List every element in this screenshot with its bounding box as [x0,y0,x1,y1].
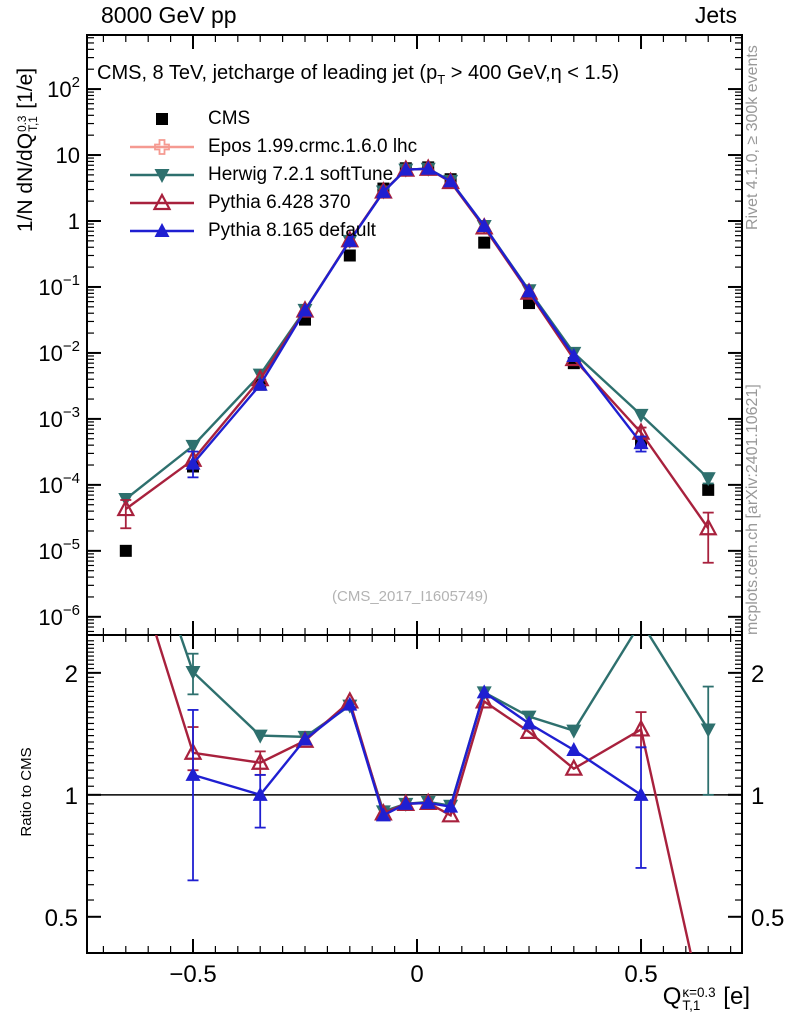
x-axis-title-supsub: κ=0.3 T,1 [682,985,716,1014]
ratio-axis-title: Ratio to CMS [18,747,35,837]
x-axis-title-sub: T,1 [682,998,701,1014]
x-axis-title-suffix: [e] [716,983,750,1010]
legend-label: Pythia 6.428 370 [208,192,351,213]
pythia6-marker-icon [130,192,194,211]
series-herwig-7-2-1-softtune-ratio [179,635,716,820]
series-pythia-8-165-default-spectrum [185,160,649,479]
x-axis-title-prefix: Q [662,983,682,1010]
y-axis-title-supsub: 0.3 T,1 [16,116,41,132]
y-tick-label: 10−2 [38,338,80,366]
y-axis-title-suffix: [1/e] [14,67,37,115]
legend-label: Epos 1.99.crmc.1.6.0 lhc [208,136,418,157]
herwig-marker-icon [130,169,194,183]
y-tick-label: 10−1 [38,272,80,300]
x-tick-labels: −0.5 0 0.5 [169,961,657,988]
plot-title-prefix: CMS, 8 TeV, jetcharge of leading jet (p [97,62,438,84]
ratio-tick-label-right: 1 [751,783,764,810]
legend-item-cms: CMS [126,105,417,133]
y-tick-label: 10−6 [38,602,80,630]
cms-marker-icon [156,113,168,125]
analysis-group-label: Jets [694,2,737,28]
analysis-id-watermark: (CMS_2017_I1605749) [332,588,488,605]
plot-title: CMS, 8 TeV, jetcharge of leading jet (pT… [97,62,619,87]
ratio-tick-label-right: 0.5 [751,905,784,932]
x-tick-label: −0.5 [169,961,216,988]
ratio-tick-label-left: 1 [65,783,78,810]
legend-item-pythia8: Pythia 8.165 default [126,217,417,245]
x-axis-title-sup: κ=0.3 [682,985,716,1001]
series-pythia-8-165-default-ratio [185,684,649,882]
y-tick-label: 10 [56,143,80,168]
x-tick-label: 0.5 [624,961,657,988]
legend-label: CMS [208,108,251,129]
y-axis-title-sub: T,1 [27,116,41,132]
y-tick-label: 10−5 [38,536,80,564]
beam-label: 8000 GeV pp [101,2,237,28]
y-tick-labels-main: 102 10 1 10−1 10−2 10−3 10−4 10−5 10−6 [38,74,80,630]
legend-label: Herwig 7.2.1 softTune [208,164,394,185]
y-tick-label: 10−4 [38,470,80,498]
plot-title-suffix: > 400 GeV,η < 1.5) [445,62,620,84]
y-ticks-ratio [87,640,742,918]
y-ticks-main [87,37,742,633]
pythia8-marker-icon [130,223,194,237]
ratio-tick-label-left: 0.5 [45,905,78,932]
epos-marker-icon [130,139,194,155]
y-tick-label: 10−3 [38,404,80,432]
ratio-tick-label-left: 2 [65,661,78,688]
ratio-tick-label-right: 2 [751,661,764,688]
legend: CMS Epos 1.99.crmc.1.6.0 lhc Herwig 7.2.… [126,105,417,245]
y-tick-label: 1 [68,209,80,234]
rivet-version-note: Rivet 4.1.0, ≥ 300k events [744,45,761,230]
x-ticks [102,35,732,953]
y-tick-labels-ratio: 2 2 1 1 0.5 0.5 [45,661,785,932]
y-tick-label: 102 [47,74,80,102]
legend-item-epos: Epos 1.99.crmc.1.6.0 lhc [126,133,417,161]
y-axis-title: 1/N dN/dQ 0.3 T,1 [1/e] [14,30,42,270]
legend-item-herwig: Herwig 7.2.1 softTune [126,161,417,189]
y-axis-title-prefix: 1/N dN/dQ [14,132,37,233]
legend-label: Pythia 8.165 default [208,220,376,241]
legend-item-pythia6: Pythia 6.428 370 [126,189,417,217]
plot-title-sub: T [437,72,446,87]
mcplots-site-note: mcplots.cern.ch [arXiv:2401.10621] [744,384,761,635]
x-tick-label: 0 [410,961,423,988]
